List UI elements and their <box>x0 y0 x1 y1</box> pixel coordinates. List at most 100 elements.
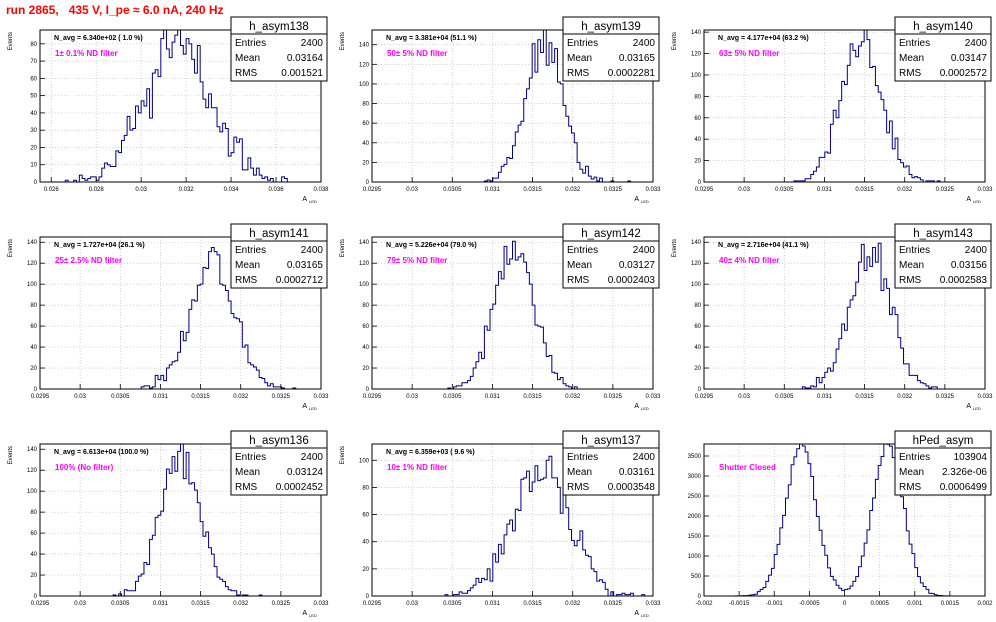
plot-frame <box>703 236 986 390</box>
stats-value-rms: 0.0003548 <box>608 482 656 493</box>
x-tick-label: 0.038 <box>313 187 329 193</box>
x-tick-label: 0.0295 <box>31 601 50 607</box>
x-tick-label: 0.033 <box>313 394 329 400</box>
y-tick-label: 40 <box>30 552 37 558</box>
stats-title: h_asym138 <box>249 21 308 33</box>
x-tick-label: 0.031 <box>485 394 501 400</box>
x-axis-label: A <box>302 196 307 203</box>
y-tick-label: 140 <box>27 447 38 453</box>
stats-value-entries: 2400 <box>633 452 656 463</box>
stats-label-entries: Entries <box>567 245 598 256</box>
x-tick-label: 0.0305 <box>443 394 462 400</box>
x-tick-label: 0.033 <box>313 601 329 607</box>
x-axis-label-subscript: LED <box>641 613 649 618</box>
x-tick-label: 0.0295 <box>695 394 714 400</box>
y-tick-label: 50 <box>30 94 37 100</box>
histogram-panel-h-asym140: 0.0295 0.03 0.0305 0.031 0.0315 0.032 0.0325 0.… <box>672 16 993 204</box>
x-tick-label: 0.0295 <box>363 187 382 193</box>
x-tick-label: 0.0315 <box>523 394 542 400</box>
stats-value-rms: 0.0002281 <box>608 68 656 79</box>
x-tick-label: 0.0315 <box>191 394 210 400</box>
y-tick-label: 100 <box>359 458 370 464</box>
x-axis-label: A <box>634 610 639 617</box>
x-tick-label: 0.0295 <box>31 394 50 400</box>
histogram-panel-h-asym137: 0.0295 0.03 0.0305 0.031 0.0315 0.032 0.0325 0.… <box>340 430 661 618</box>
x-tick-label: 0.001 <box>907 601 923 607</box>
x-axis-label: A <box>966 403 971 410</box>
stats-label-mean: Mean <box>567 53 592 64</box>
stats-label-mean: Mean <box>899 467 924 478</box>
y-tick-label: 3000 <box>688 474 702 480</box>
stats-label-entries: Entries <box>899 38 930 49</box>
y-axis-label: Events <box>340 446 346 464</box>
stats-title: h_asym140 <box>913 21 972 33</box>
x-tick-label: 0.031 <box>817 394 833 400</box>
histogram-panel-h-asym143: 0.0295 0.03 0.0305 0.031 0.0315 0.032 0.0325 0.… <box>672 223 993 411</box>
x-tick-label: 0.0315 <box>855 187 874 193</box>
y-tick-label: 20 <box>694 366 701 372</box>
x-tick-label: 0.03 <box>406 601 418 607</box>
x-tick-label: 0.031 <box>153 601 169 607</box>
stats-label-mean: Mean <box>567 260 592 271</box>
y-tick-label: 60 <box>362 324 369 330</box>
stats-box <box>894 430 992 496</box>
stats-box <box>562 16 660 82</box>
y-tick-label: 80 <box>30 42 37 48</box>
navg-annotation: N_avg = 6.340e+02 ( 1.0 %) <box>54 35 143 42</box>
y-tick-label: 80 <box>362 102 369 108</box>
y-tick-label: 120 <box>359 261 370 267</box>
stats-value-mean: 0.03124 <box>287 467 324 478</box>
y-tick-label: 60 <box>362 121 369 127</box>
y-tick-label: 0 <box>366 180 370 186</box>
y-axis-label: Events <box>340 32 346 50</box>
x-tick-label: 0.03 <box>74 394 86 400</box>
y-tick-label: 40 <box>30 111 37 117</box>
stats-title: h_asym143 <box>913 228 972 240</box>
stats-box <box>230 223 328 289</box>
stats-label-rms: RMS <box>567 275 590 286</box>
x-tick-label: 0.033 <box>645 394 661 400</box>
filter-annotation: 1± 0.1% ND filter <box>55 49 118 58</box>
x-axis-label-subscript: LED <box>309 199 317 204</box>
x-tick-label: -0.001 <box>766 601 784 607</box>
stats-value-entries: 2400 <box>301 245 324 256</box>
x-tick-label: 0.03 <box>406 394 418 400</box>
y-tick-label: 60 <box>30 531 37 537</box>
y-tick-label: 0 <box>698 387 702 393</box>
stats-label-rms: RMS <box>899 482 922 493</box>
x-tick-label: 0 <box>843 601 847 607</box>
stats-box <box>894 16 992 82</box>
y-tick-label: 80 <box>694 94 701 100</box>
stats-box <box>562 223 660 289</box>
stats-label-entries: Entries <box>235 38 266 49</box>
y-tick-label: 1500 <box>688 534 702 540</box>
histogram-panel-h-asym136: 0.0295 0.03 0.0305 0.031 0.0315 0.032 0.0325 0.… <box>8 430 329 618</box>
y-tick-label: 100 <box>359 282 370 288</box>
stats-label-mean: Mean <box>235 467 260 478</box>
y-tick-label: 80 <box>362 485 369 491</box>
x-tick-label: 0.002 <box>977 601 993 607</box>
stats-value-mean: 0.03164 <box>287 53 324 64</box>
y-tick-label: 0 <box>698 594 702 600</box>
stats-value-rms: 0.0002572 <box>940 68 988 79</box>
x-tick-label: 0.0005 <box>870 601 889 607</box>
x-tick-label: 0.028 <box>89 187 105 193</box>
stats-label-mean: Mean <box>899 53 924 64</box>
stats-value-mean: 0.03156 <box>951 260 988 271</box>
plot-frame <box>39 443 322 597</box>
histogram-panel-hped-asym: -0.002 -0.0015 -0.001 -0.0005 0 0.0005 0.001 0.… <box>688 430 993 607</box>
y-tick-label: 140 <box>691 30 702 36</box>
x-axis-label-subscript: LED <box>641 406 649 411</box>
stats-label-rms: RMS <box>235 68 258 79</box>
stats-box <box>562 430 660 496</box>
stats-label-mean: Mean <box>567 467 592 478</box>
stats-label-rms: RMS <box>567 68 590 79</box>
x-tick-label: -0.002 <box>695 601 713 607</box>
histogram-series <box>40 29 321 183</box>
y-tick-label: 80 <box>30 510 37 516</box>
stats-value-entries: 2400 <box>633 245 656 256</box>
x-tick-label: -0.0015 <box>729 601 750 607</box>
x-tick-label: 0.03 <box>135 187 147 193</box>
navg-annotation: N_avg = 6.359e+03 ( 9.6 %) <box>386 449 475 456</box>
stats-value-rms: 0.001521 <box>281 68 323 79</box>
